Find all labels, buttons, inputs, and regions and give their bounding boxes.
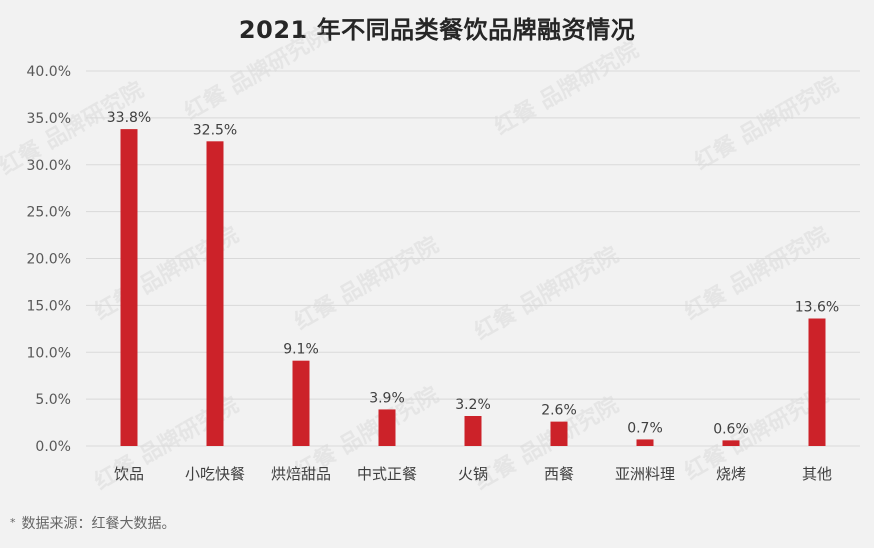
x-tick-label: 中式正餐 [357,465,417,483]
data-label: 0.6% [713,421,749,437]
data-label: 33.8% [107,110,151,126]
source-marker: * [10,516,16,529]
data-label: 2.6% [541,403,577,419]
bar [722,440,740,446]
data-label: 9.1% [283,342,319,358]
x-tick-label: 小吃快餐 [185,465,245,483]
bar [808,318,826,446]
x-tick-label: 西餐 [544,465,574,483]
x-tick-label: 火锅 [458,465,488,483]
bar [550,421,568,446]
bar [464,416,482,446]
y-tick-label: 15.0% [27,298,71,314]
x-tick-label: 饮品 [114,465,144,483]
x-tick-label: 烘焙甜品 [271,465,331,483]
watermark-text: 红餐 品牌研究院 [690,72,843,175]
watermark-text: 红餐 品牌研究院 [180,22,333,125]
bar [636,439,654,446]
data-label: 13.6% [795,300,839,316]
data-label: 0.7% [627,420,663,436]
data-label: 3.2% [455,397,491,413]
bar [378,409,396,446]
bar [206,141,224,446]
y-tick-label: 20.0% [27,252,71,268]
y-tick-label: 25.0% [27,205,71,221]
data-label: 3.9% [369,390,405,406]
watermark-text: 红餐 品牌研究院 [470,242,623,345]
y-tick-label: 30.0% [27,158,71,174]
x-tick-label: 其他 [802,465,832,483]
watermark-text: 红餐 品牌研究院 [490,37,643,140]
bar [120,129,138,446]
y-tick-label: 35.0% [27,111,71,127]
y-tick-label: 10.0% [27,345,71,361]
data-label: 32.5% [193,122,237,138]
x-tick-label: 烧烤 [716,465,746,483]
source-note: * 数据来源：红餐大数据。 [10,513,176,533]
bar [292,360,310,446]
chart-title: 2021 年不同品类餐饮品牌融资情况 [238,16,636,44]
y-tick-label: 40.0% [27,64,71,80]
x-tick-label: 亚洲料理 [615,465,675,483]
y-tick-label: 5.0% [35,392,71,408]
watermark-text: 红餐 品牌研究院 [290,232,443,335]
y-tick-label: 0.0% [35,439,71,455]
source-text: 数据来源：红餐大数据。 [21,516,176,532]
